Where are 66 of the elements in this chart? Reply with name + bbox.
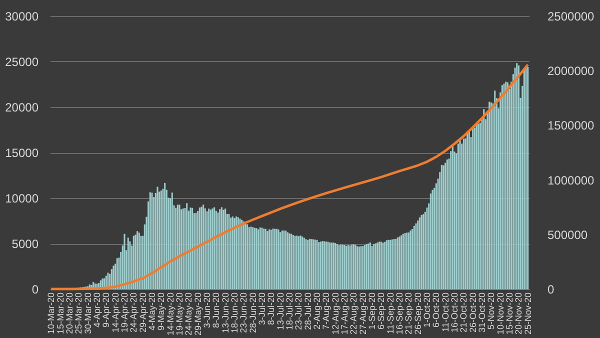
y-tick-label: 0 [32,282,39,296]
x-tick-label: 4-May-20 [146,292,157,331]
x-tick-label: 30-Mar-20 [82,292,93,334]
x-tick-label: 9-May-20 [156,292,166,331]
x-tick-label: 22-Aug-20 [348,292,359,335]
x-tick-label: 18-Jul-20 [284,292,294,330]
x-tick-label: 11-Oct-20 [440,292,450,332]
x-tick-label: 17-Aug-20 [340,292,350,335]
x-tick-label: 9-Apr-20 [101,292,112,328]
y-tick-label: 15000 [5,146,39,160]
x-tick-label: 15-Nov-20 [504,292,515,335]
x-tick-label: 16-Sep-20 [394,292,405,335]
y2-tick-label: 2500000 [548,10,595,24]
x-tick-label: 25-Nov-20 [522,292,533,335]
y2-tick-label: 2000000 [548,64,595,78]
x-tick-label: 20-Mar-20 [64,292,74,334]
x-tick-label: 6-Sep-20 [376,292,386,330]
x-tick-label: 20-Nov-20 [514,292,524,335]
y-tick-label: 20000 [5,100,39,114]
x-tick-label: 13-Jun-20 [220,292,230,334]
x-tick-label: 26-Sep-20 [412,292,423,335]
x-tick-label: 23-Jul-20 [294,292,304,330]
x-tick-label: 27-Aug-20 [358,292,368,335]
y2-tick-label: 1500000 [548,118,595,133]
y2-tick-label: 500000 [548,228,588,242]
x-tick-label: 14-Apr-20 [110,292,120,333]
x-tick-label: 6-Oct-20 [431,292,442,328]
x-tick-label: 29-Apr-20 [138,292,148,333]
y2-tick-label: 1000000 [548,173,595,188]
x-tick-label: 24-May-20 [184,292,194,336]
y-tick-label: 10000 [5,192,39,206]
y-tick-label: 5000 [12,237,39,251]
x-tick-label: 10-Mar-20 [46,292,56,334]
x-tick-label: 29-May-20 [192,292,203,336]
x-tick-label: 25-Mar-20 [74,292,84,334]
x-tick-label: 12-Aug-20 [330,292,340,335]
y-tick-label: 25000 [5,55,39,69]
x-tick-label: 1-Oct-20 [422,292,432,328]
x-tick-label: 10-Nov-20 [495,292,506,335]
x-tick-label: 31-Oct-20 [477,292,488,333]
x-tick-label: 21-Oct-20 [458,292,469,333]
x-tick-label: 19-May-20 [174,292,184,336]
x-tick-label: 28-Jun-20 [248,292,258,334]
x-tick-label: 15-Mar-20 [55,292,66,334]
x-tick-label: 4-Apr-20 [92,292,102,328]
x-tick-label: 18-Jun-20 [229,292,240,334]
x-tick-label: 1-Sep-20 [367,292,378,330]
x-tick-label: 5-Nov-20 [486,292,496,330]
y2-tick-label: 0 [548,282,554,296]
x-tick-label: 11-Sep-20 [385,292,396,334]
x-tick-label: 21-Sep-20 [404,292,414,335]
x-tick-label: 16-Oct-20 [450,292,460,333]
x-tick-label: 23-Jun-20 [238,292,249,334]
x-tick-label: 8-Jun-20 [211,292,222,328]
x-tick-label: 28-Jul-20 [302,292,313,330]
x-tick-label: 19-Apr-20 [119,292,130,333]
y-tick-label: 30000 [5,10,39,24]
x-tick-label: 2-Aug-20 [312,292,322,330]
x-tick-label: 24-Apr-20 [128,292,139,333]
x-tick-label: 3-Jun-20 [202,292,212,328]
x-tick-label: 7-Aug-20 [321,292,332,330]
x-tick-label: 3-Jul-20 [257,292,267,326]
x-tick-label: 14-May-20 [165,292,176,336]
x-tick-label: 26-Oct-20 [468,292,478,333]
x-tick-label: 8-Jul-20 [266,292,276,326]
x-tick-label: 13-Jul-20 [275,292,286,330]
